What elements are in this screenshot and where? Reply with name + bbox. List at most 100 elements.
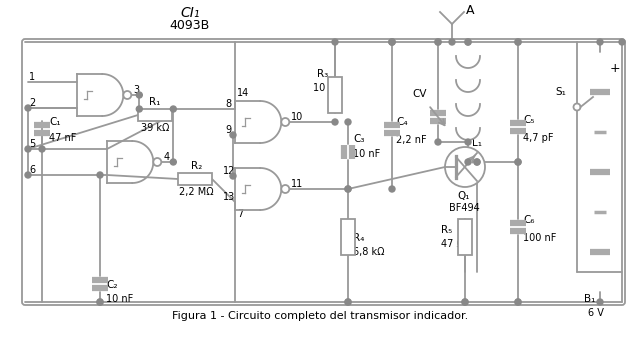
Circle shape	[389, 186, 395, 192]
Text: C₄: C₄	[396, 117, 408, 127]
Circle shape	[515, 159, 521, 165]
Circle shape	[435, 39, 441, 45]
Circle shape	[124, 91, 131, 99]
Text: 10 nF: 10 nF	[106, 294, 133, 304]
Text: C₂: C₂	[106, 280, 118, 290]
Text: C₁: C₁	[49, 117, 61, 127]
Circle shape	[332, 39, 338, 45]
Text: 10 kΩ: 10 kΩ	[313, 83, 341, 93]
Text: 47 nF: 47 nF	[49, 133, 76, 143]
Text: CI₁: CI₁	[180, 6, 200, 20]
Circle shape	[282, 118, 289, 126]
Circle shape	[445, 147, 485, 187]
Circle shape	[282, 185, 289, 193]
Text: C₃: C₃	[353, 134, 365, 144]
Text: +: +	[610, 62, 621, 75]
Text: 10 nF: 10 nF	[353, 149, 380, 159]
Circle shape	[465, 39, 471, 45]
Circle shape	[97, 299, 103, 305]
Text: 2,2 MΩ: 2,2 MΩ	[179, 187, 214, 197]
Text: 1: 1	[29, 72, 35, 82]
Text: 6 V: 6 V	[588, 308, 604, 318]
Text: R₂: R₂	[191, 161, 202, 171]
Circle shape	[136, 106, 142, 112]
Circle shape	[154, 158, 161, 166]
Circle shape	[389, 39, 395, 45]
Text: C₅: C₅	[523, 115, 534, 125]
Text: 4: 4	[163, 152, 170, 162]
Text: 4093B: 4093B	[170, 19, 210, 32]
Circle shape	[435, 39, 441, 45]
Circle shape	[170, 106, 176, 112]
Text: 9: 9	[225, 125, 231, 135]
Text: 7: 7	[237, 209, 243, 219]
Text: 8: 8	[225, 99, 231, 109]
Text: 2,2 nF: 2,2 nF	[396, 135, 427, 145]
Text: R₄: R₄	[353, 233, 364, 243]
Text: 14: 14	[237, 88, 249, 98]
Text: CV: CV	[412, 89, 426, 99]
Circle shape	[389, 39, 395, 45]
Bar	[178, 173, 212, 185]
Text: 47 Ω: 47 Ω	[441, 239, 464, 249]
Text: 39 kΩ: 39 kΩ	[141, 123, 170, 133]
Circle shape	[39, 146, 45, 152]
Circle shape	[25, 146, 31, 152]
Text: BF494: BF494	[449, 203, 480, 213]
Circle shape	[332, 119, 338, 125]
Circle shape	[345, 186, 351, 192]
Circle shape	[345, 186, 351, 192]
Text: 5: 5	[29, 139, 35, 149]
Circle shape	[573, 103, 580, 111]
Text: R₅: R₅	[441, 225, 452, 235]
Circle shape	[619, 39, 625, 45]
Circle shape	[230, 173, 236, 179]
Circle shape	[170, 159, 176, 165]
Text: C₆: C₆	[523, 215, 534, 225]
Text: 11: 11	[291, 179, 303, 189]
Circle shape	[462, 299, 468, 305]
Circle shape	[462, 299, 468, 305]
Text: 4,7 pF: 4,7 pF	[523, 133, 554, 143]
Circle shape	[515, 159, 521, 165]
Circle shape	[515, 39, 521, 45]
Circle shape	[465, 159, 471, 165]
Text: R₃: R₃	[317, 69, 328, 79]
Circle shape	[136, 92, 142, 98]
Circle shape	[449, 39, 455, 45]
Bar	[341, 219, 355, 255]
Circle shape	[465, 39, 471, 45]
Bar	[458, 219, 472, 255]
Text: A: A	[466, 4, 474, 17]
Circle shape	[515, 299, 521, 305]
Circle shape	[389, 39, 395, 45]
Text: Figura 1 - Circuito completo del transmisor indicador.: Figura 1 - Circuito completo del transmi…	[172, 311, 468, 321]
Text: 6: 6	[29, 165, 35, 175]
Circle shape	[597, 39, 603, 45]
Circle shape	[345, 299, 351, 305]
Text: 6,8 kΩ: 6,8 kΩ	[353, 247, 385, 257]
Text: 100 nF: 100 nF	[523, 233, 556, 243]
Circle shape	[597, 299, 603, 305]
Bar	[328, 77, 342, 113]
Text: S₁: S₁	[555, 87, 566, 97]
Circle shape	[515, 39, 521, 45]
Text: 13: 13	[223, 192, 236, 202]
Text: 3: 3	[133, 85, 140, 95]
Text: B₁: B₁	[584, 294, 595, 304]
Text: 10: 10	[291, 112, 303, 122]
Bar	[138, 109, 172, 121]
Circle shape	[515, 299, 521, 305]
Text: Q₁: Q₁	[457, 191, 470, 201]
Circle shape	[345, 119, 351, 125]
Circle shape	[230, 132, 236, 138]
Circle shape	[345, 299, 351, 305]
Circle shape	[97, 172, 103, 178]
Circle shape	[474, 159, 480, 165]
Circle shape	[465, 139, 471, 145]
Circle shape	[25, 172, 31, 178]
Circle shape	[435, 139, 441, 145]
Text: R₁: R₁	[149, 97, 161, 107]
Circle shape	[25, 105, 31, 111]
Text: 12: 12	[223, 166, 236, 176]
